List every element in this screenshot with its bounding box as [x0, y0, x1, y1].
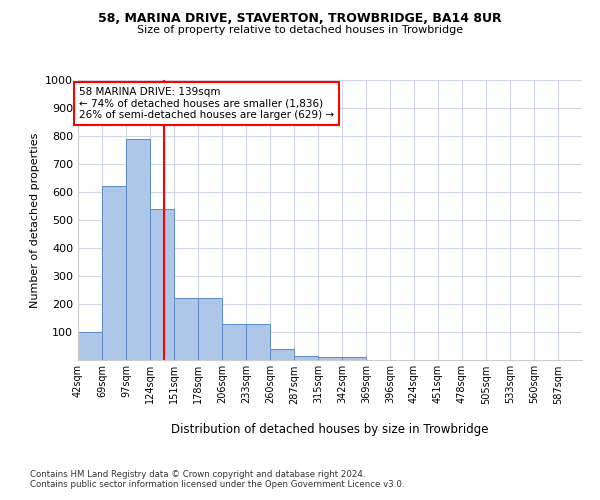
- Bar: [318, 357, 342, 360]
- Bar: [150, 209, 174, 360]
- Bar: [246, 324, 270, 360]
- Bar: [270, 349, 294, 360]
- Bar: [78, 332, 102, 360]
- Bar: [198, 298, 222, 360]
- Bar: [174, 298, 198, 360]
- Text: 58, MARINA DRIVE, STAVERTON, TROWBRIDGE, BA14 8UR: 58, MARINA DRIVE, STAVERTON, TROWBRIDGE,…: [98, 12, 502, 26]
- Bar: [126, 139, 150, 360]
- Text: Contains public sector information licensed under the Open Government Licence v3: Contains public sector information licen…: [30, 480, 404, 489]
- Text: Size of property relative to detached houses in Trowbridge: Size of property relative to detached ho…: [137, 25, 463, 35]
- Text: Contains HM Land Registry data © Crown copyright and database right 2024.: Contains HM Land Registry data © Crown c…: [30, 470, 365, 479]
- Bar: [294, 356, 318, 360]
- Text: 58 MARINA DRIVE: 139sqm
← 74% of detached houses are smaller (1,836)
26% of semi: 58 MARINA DRIVE: 139sqm ← 74% of detache…: [79, 87, 334, 120]
- Text: Distribution of detached houses by size in Trowbridge: Distribution of detached houses by size …: [171, 422, 489, 436]
- Bar: [342, 357, 366, 360]
- Y-axis label: Number of detached properties: Number of detached properties: [29, 132, 40, 308]
- Bar: [102, 186, 126, 360]
- Bar: [222, 324, 246, 360]
